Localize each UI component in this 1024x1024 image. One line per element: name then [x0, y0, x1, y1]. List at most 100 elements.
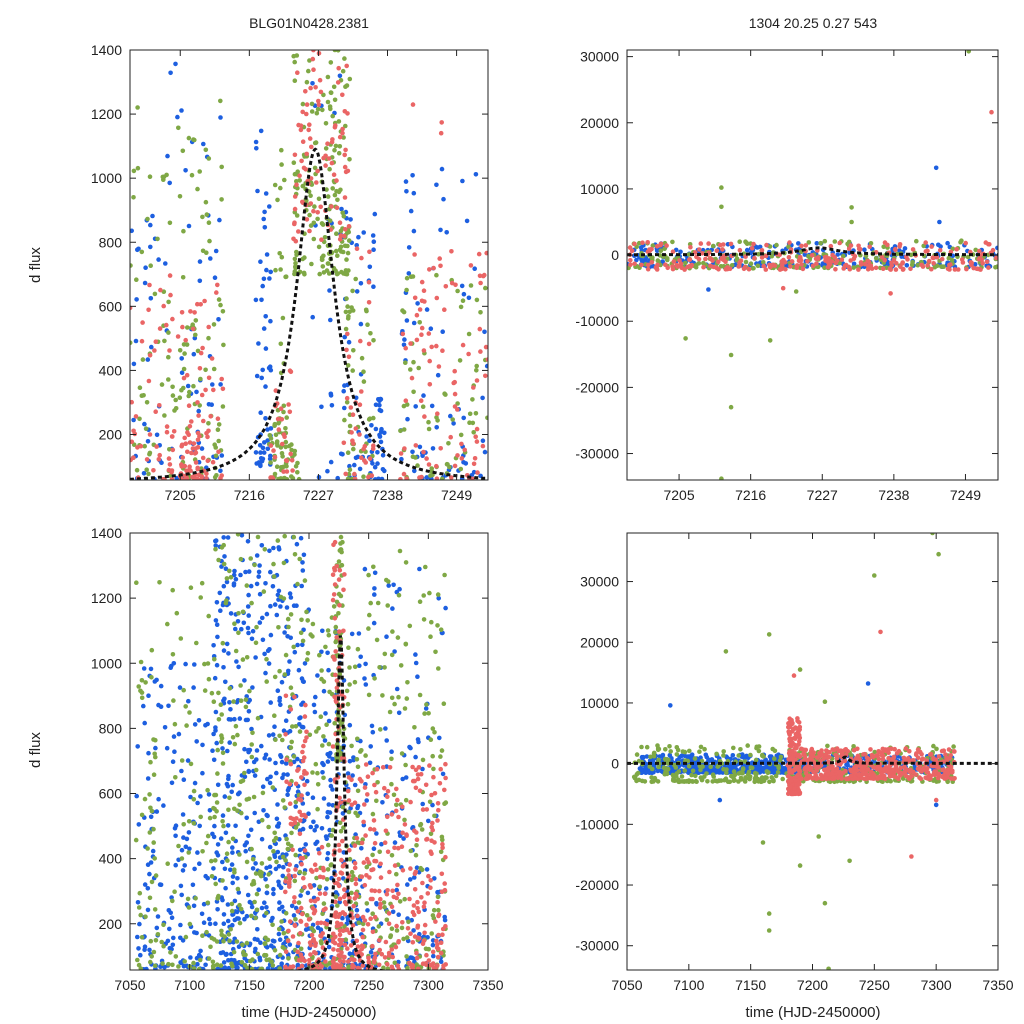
data-point — [710, 258, 715, 263]
data-point — [180, 938, 186, 943]
data-point — [366, 692, 372, 698]
data-point — [316, 244, 322, 250]
data-point — [136, 962, 142, 968]
data-point — [393, 808, 399, 814]
data-point — [313, 761, 319, 767]
data-point — [244, 655, 250, 660]
data-point — [363, 762, 369, 767]
data-point — [351, 446, 356, 452]
data-point — [466, 351, 471, 357]
data-point — [193, 318, 199, 323]
model-curve — [627, 246, 998, 257]
data-point — [411, 190, 417, 196]
data-point — [312, 709, 318, 715]
data-point — [296, 796, 301, 802]
data-point — [242, 678, 247, 683]
data-point — [220, 746, 225, 751]
data-point — [334, 205, 340, 211]
data-point — [324, 836, 330, 841]
data-point — [254, 553, 260, 558]
data-point — [329, 403, 335, 408]
data-point — [278, 406, 284, 412]
data-point — [166, 299, 171, 305]
data-point — [401, 471, 407, 477]
data-point — [389, 853, 395, 858]
data-point — [192, 866, 197, 872]
data-point — [429, 824, 435, 830]
data-point — [311, 819, 316, 825]
data-point — [411, 359, 416, 365]
data-point — [319, 257, 325, 263]
data-point — [328, 317, 333, 323]
data-point — [315, 210, 321, 215]
data-point — [184, 372, 190, 378]
data-point — [153, 745, 158, 751]
data-point — [782, 260, 788, 265]
data-point — [181, 375, 187, 381]
data-point — [260, 615, 265, 621]
data-point — [764, 242, 769, 248]
data-point — [806, 240, 812, 245]
data-point — [197, 861, 202, 866]
data-point — [311, 67, 316, 72]
data-point — [178, 922, 183, 928]
data-point — [323, 959, 328, 964]
data-point — [352, 957, 357, 963]
data-point — [166, 467, 172, 473]
data-point — [168, 292, 173, 298]
data-point — [272, 471, 278, 477]
data-point — [267, 548, 272, 554]
data-point — [221, 960, 227, 965]
data-point — [244, 859, 250, 865]
data-point — [382, 785, 387, 791]
data-point — [658, 768, 664, 774]
data-point — [258, 259, 263, 265]
data-point — [386, 921, 392, 926]
data-point — [325, 856, 330, 862]
data-point — [480, 438, 486, 444]
data-point — [413, 443, 419, 448]
data-point — [349, 430, 354, 435]
data-point — [474, 378, 480, 383]
data-point — [279, 759, 285, 765]
data-point — [283, 910, 289, 916]
data-point — [431, 953, 436, 959]
data-point — [301, 817, 307, 823]
data-point — [434, 476, 440, 480]
data-point — [367, 612, 372, 618]
data-point — [179, 464, 184, 469]
data-point — [198, 302, 203, 307]
data-point — [130, 340, 133, 345]
data-point — [423, 706, 429, 711]
data-point — [396, 845, 401, 851]
data-point — [341, 959, 346, 964]
data-point — [267, 204, 272, 209]
data-point — [772, 263, 778, 268]
data-point — [395, 797, 400, 803]
data-point — [216, 297, 222, 302]
data-point — [902, 246, 908, 251]
data-point — [443, 923, 448, 929]
data-point — [205, 661, 211, 666]
data-point — [162, 725, 168, 730]
data-point — [179, 108, 184, 113]
data-point — [325, 650, 330, 656]
data-point — [336, 559, 342, 564]
plot-frame — [129, 49, 489, 481]
data-point — [408, 341, 413, 346]
data-point — [176, 125, 181, 131]
data-point — [696, 261, 702, 266]
data-point — [354, 835, 360, 841]
data-point — [670, 264, 675, 269]
data-point — [411, 928, 416, 933]
data-point — [730, 753, 736, 758]
data-point — [343, 147, 348, 153]
data-point — [293, 724, 299, 729]
data-point — [362, 918, 368, 923]
data-point — [220, 878, 225, 883]
data-point — [142, 443, 147, 449]
data-point — [176, 843, 181, 849]
data-point — [389, 652, 395, 658]
data-point — [316, 196, 322, 202]
data-point — [889, 260, 894, 266]
